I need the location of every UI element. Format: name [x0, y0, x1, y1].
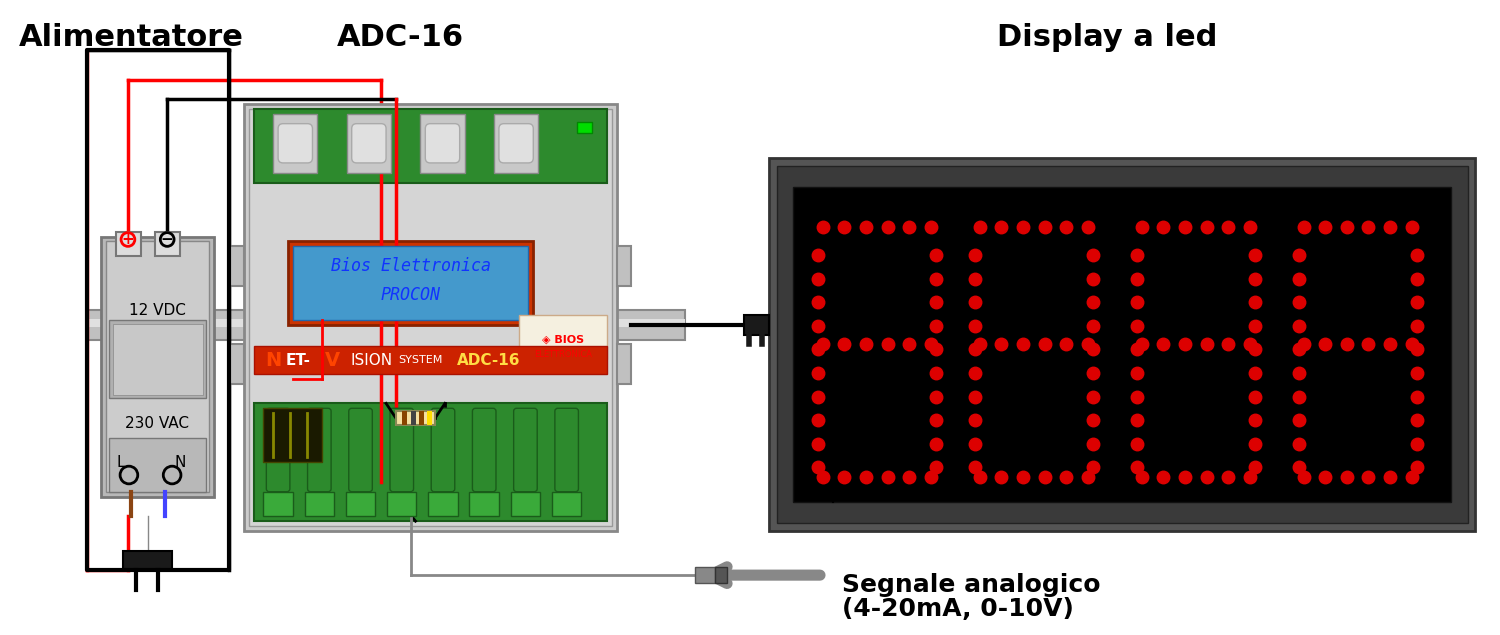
- FancyBboxPatch shape: [390, 408, 414, 491]
- Bar: [616, 246, 632, 286]
- Bar: [264, 491, 292, 516]
- Bar: [102, 236, 214, 497]
- Bar: [292, 246, 528, 320]
- Bar: [494, 114, 538, 173]
- Bar: [552, 491, 582, 516]
- Bar: [106, 241, 210, 491]
- FancyBboxPatch shape: [308, 408, 332, 491]
- Text: (4-20mA, 0-10V): (4-20mA, 0-10V): [843, 598, 1074, 622]
- Bar: [123, 551, 172, 570]
- Bar: [244, 104, 616, 531]
- Bar: [387, 491, 417, 516]
- Text: PROCON: PROCON: [381, 286, 441, 304]
- Bar: [249, 109, 612, 526]
- FancyBboxPatch shape: [472, 408, 496, 491]
- Text: Display a led: Display a led: [998, 23, 1218, 51]
- Text: ISION: ISION: [351, 352, 393, 368]
- Bar: [411, 411, 416, 425]
- FancyBboxPatch shape: [278, 124, 312, 163]
- Bar: [304, 491, 334, 516]
- Bar: [273, 114, 318, 173]
- Text: ET-: ET-: [285, 352, 310, 368]
- Bar: [346, 491, 375, 516]
- Bar: [288, 241, 534, 325]
- Bar: [794, 187, 1450, 502]
- Bar: [254, 109, 608, 182]
- Bar: [402, 411, 406, 425]
- Bar: [716, 567, 726, 583]
- Bar: [427, 411, 432, 425]
- Bar: [470, 491, 500, 516]
- Text: 230 VAC: 230 VAC: [126, 415, 189, 431]
- Text: ADC-16: ADC-16: [338, 23, 465, 51]
- Bar: [578, 122, 592, 133]
- Bar: [264, 408, 322, 462]
- FancyBboxPatch shape: [430, 408, 454, 491]
- Bar: [112, 324, 202, 394]
- Bar: [156, 232, 180, 256]
- Bar: [694, 567, 715, 583]
- Bar: [396, 411, 435, 425]
- Bar: [420, 114, 465, 173]
- Bar: [230, 345, 244, 384]
- Bar: [87, 319, 686, 327]
- Bar: [770, 158, 1476, 531]
- Text: 12 VDC: 12 VDC: [129, 303, 186, 318]
- Bar: [346, 114, 392, 173]
- Bar: [510, 491, 540, 516]
- FancyBboxPatch shape: [351, 124, 386, 163]
- Text: ◈ BIOS: ◈ BIOS: [542, 335, 584, 345]
- Bar: [616, 345, 632, 384]
- Bar: [254, 403, 608, 521]
- FancyBboxPatch shape: [555, 408, 579, 491]
- Text: +: +: [122, 232, 135, 247]
- Text: ADC-16: ADC-16: [458, 352, 520, 368]
- Bar: [230, 246, 244, 286]
- Text: SYSTEM: SYSTEM: [398, 355, 442, 365]
- Bar: [777, 166, 1467, 523]
- FancyBboxPatch shape: [350, 408, 372, 491]
- Bar: [110, 438, 207, 491]
- FancyBboxPatch shape: [267, 408, 290, 491]
- Bar: [110, 320, 207, 399]
- Bar: [519, 315, 608, 359]
- Bar: [87, 50, 230, 570]
- FancyBboxPatch shape: [500, 124, 534, 163]
- Text: V: V: [324, 351, 339, 370]
- Text: Bios Elettronica: Bios Elettronica: [330, 257, 490, 275]
- Text: N: N: [174, 455, 186, 470]
- Text: L: L: [117, 455, 126, 470]
- Text: ELETTRONICA: ELETTRONICA: [534, 350, 591, 359]
- Text: Alimentatore: Alimentatore: [18, 23, 243, 51]
- FancyBboxPatch shape: [426, 124, 459, 163]
- Text: RS485: RS485: [833, 192, 932, 220]
- Bar: [254, 347, 608, 374]
- Bar: [744, 315, 770, 335]
- Bar: [429, 491, 457, 516]
- Bar: [87, 310, 686, 340]
- FancyBboxPatch shape: [513, 408, 537, 491]
- Text: Segnale analogico: Segnale analogico: [843, 573, 1101, 597]
- Text: N: N: [266, 351, 282, 370]
- Bar: [420, 411, 424, 425]
- Bar: [116, 232, 141, 256]
- Text: −: −: [160, 232, 174, 247]
